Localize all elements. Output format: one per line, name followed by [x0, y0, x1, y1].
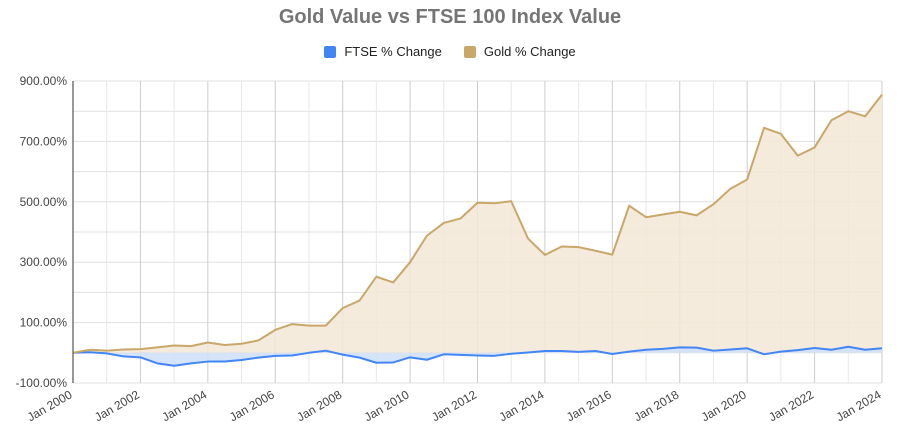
x-tick-label: Jan 2000 [25, 387, 75, 424]
series-line-ftse-change [72, 345, 883, 367]
x-tick-label: Jan 2014 [497, 387, 547, 424]
legend-label-gold: Gold % Change [483, 44, 576, 59]
y-tick-label: 900.00% [20, 74, 68, 88]
y-tick-label: 100.00% [20, 316, 68, 330]
x-tick-label: Jan 2010 [362, 387, 412, 424]
legend-item-ftse[interactable]: FTSE % Change [324, 44, 442, 59]
x-tick-label: Jan 2004 [160, 387, 210, 424]
y-tick-label: -100.00% [16, 376, 68, 390]
chart-title: Gold Value vs FTSE 100 Index Value [278, 6, 622, 28]
legend-label-ftse: FTSE % Change [344, 44, 442, 59]
legend-swatch-ftse [324, 45, 337, 58]
x-tick-label: Jan 2018 [631, 387, 681, 424]
legend-swatch-gold [463, 45, 476, 58]
y-tick-label: 500.00% [20, 195, 68, 209]
series-area-ftse-change [73, 346, 882, 366]
x-tick-label: Jan 2006 [227, 387, 277, 424]
y-tick-label: 300.00% [20, 255, 68, 269]
x-tick-label: Jan 2016 [564, 387, 614, 424]
x-tick-label: Jan 2022 [766, 387, 816, 424]
legend-item-gold[interactable]: Gold % Change [463, 44, 576, 59]
legend: FTSE % Change Gold % Change [0, 44, 900, 59]
x-tick-label: Jan 2020 [699, 387, 749, 424]
series-area-gold-change [73, 94, 882, 353]
x-tick-label: Jan 2002 [92, 387, 142, 424]
x-tick-label: Jan 2012 [429, 387, 479, 424]
x-tick-label: Jan 2024 [834, 387, 884, 424]
series-line-gold-change [72, 93, 883, 354]
y-tick-label: 700.00% [20, 134, 68, 148]
x-tick-label: Jan 2008 [294, 387, 344, 424]
